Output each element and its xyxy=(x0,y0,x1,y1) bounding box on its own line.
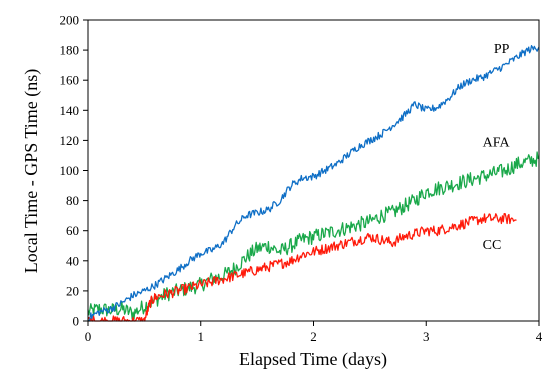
series-line-pp xyxy=(87,45,540,322)
y-tick-label: 100 xyxy=(60,163,80,178)
x-tick-label: 3 xyxy=(423,329,430,344)
plot-lines xyxy=(87,45,540,322)
y-axis-label: Local Time - GPS Time (ns) xyxy=(21,69,42,274)
y-axis-ticks: 0 20 40 60 80 100 120 140 160 180 200 xyxy=(60,13,88,329)
y-tick-label: 80 xyxy=(66,193,79,208)
x-tick-label: 0 xyxy=(85,329,92,344)
y-tick-label: 200 xyxy=(60,13,80,28)
series-label-afa: AFA xyxy=(483,135,511,150)
x-tick-label: 2 xyxy=(310,329,317,344)
y-tick-label: 40 xyxy=(66,253,79,268)
y-tick-label: 0 xyxy=(73,314,80,329)
series-line-cc xyxy=(87,213,517,322)
x-tick-label: 4 xyxy=(536,329,543,344)
x-tick-label: 1 xyxy=(198,329,205,344)
series-line-afa xyxy=(87,151,539,320)
y-tick-label: 180 xyxy=(60,43,80,58)
series-label-cc: CC xyxy=(483,238,502,253)
series-label-pp: PP xyxy=(494,42,510,57)
y-tick-label: 60 xyxy=(66,223,79,238)
x-axis-ticks: 0 1 2 3 4 xyxy=(85,321,543,344)
y-tick-label: 120 xyxy=(60,133,80,148)
y-tick-label: 20 xyxy=(66,283,79,298)
y-tick-label: 140 xyxy=(60,103,80,118)
x-axis-label: Elapsed Time (days) xyxy=(239,349,387,370)
y-tick-label: 160 xyxy=(60,73,80,88)
series-labels: PP AFA CC xyxy=(483,42,511,253)
